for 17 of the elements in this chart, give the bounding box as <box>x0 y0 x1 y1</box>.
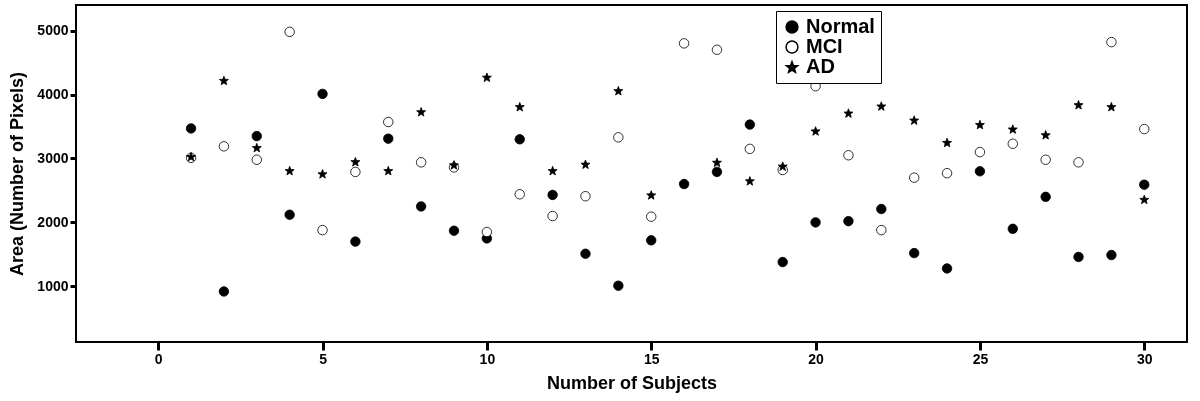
x-tick-label: 0 <box>154 350 163 367</box>
legend-label: MCI <box>806 35 843 57</box>
x-tick-label: 25 <box>972 350 989 367</box>
y-tick-label: 4000 <box>37 86 69 103</box>
x-tick-label: 15 <box>643 350 660 367</box>
legend-label: Normal <box>806 15 875 37</box>
y-tick-label: 3000 <box>37 149 69 166</box>
y-tick-label: 5000 <box>37 22 69 39</box>
x-tick-label: 10 <box>479 350 496 367</box>
x-tick-label: 30 <box>1136 350 1153 367</box>
y-tick-label: 1000 <box>37 277 69 294</box>
y-tick-label: 2000 <box>37 213 69 230</box>
y-axis-title: Area (Number of Pixels) <box>7 71 28 277</box>
legend-label: AD <box>806 55 835 77</box>
x-tick-label: 5 <box>319 350 328 367</box>
x-axis-title: Number of Subjects <box>546 372 718 393</box>
x-tick-label: 20 <box>808 350 825 367</box>
